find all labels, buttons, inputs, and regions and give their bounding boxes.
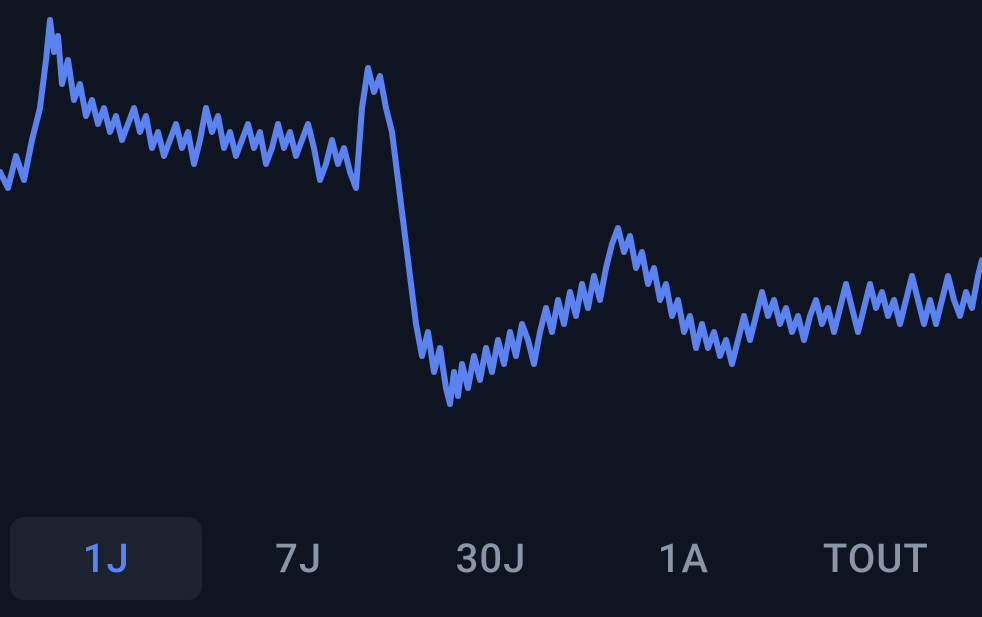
tab-tout[interactable]: TOUT [780, 517, 972, 600]
price-chart-widget: 1J 7J 30J 1A TOUT [0, 0, 982, 617]
tab-1j[interactable]: 1J [10, 517, 202, 600]
chart-background [0, 0, 982, 500]
time-range-tabs: 1J 7J 30J 1A TOUT [0, 500, 982, 617]
line-chart [0, 0, 982, 500]
tab-1a[interactable]: 1A [587, 517, 779, 600]
tab-30j[interactable]: 30J [395, 517, 587, 600]
tab-7j[interactable]: 7J [202, 517, 394, 600]
